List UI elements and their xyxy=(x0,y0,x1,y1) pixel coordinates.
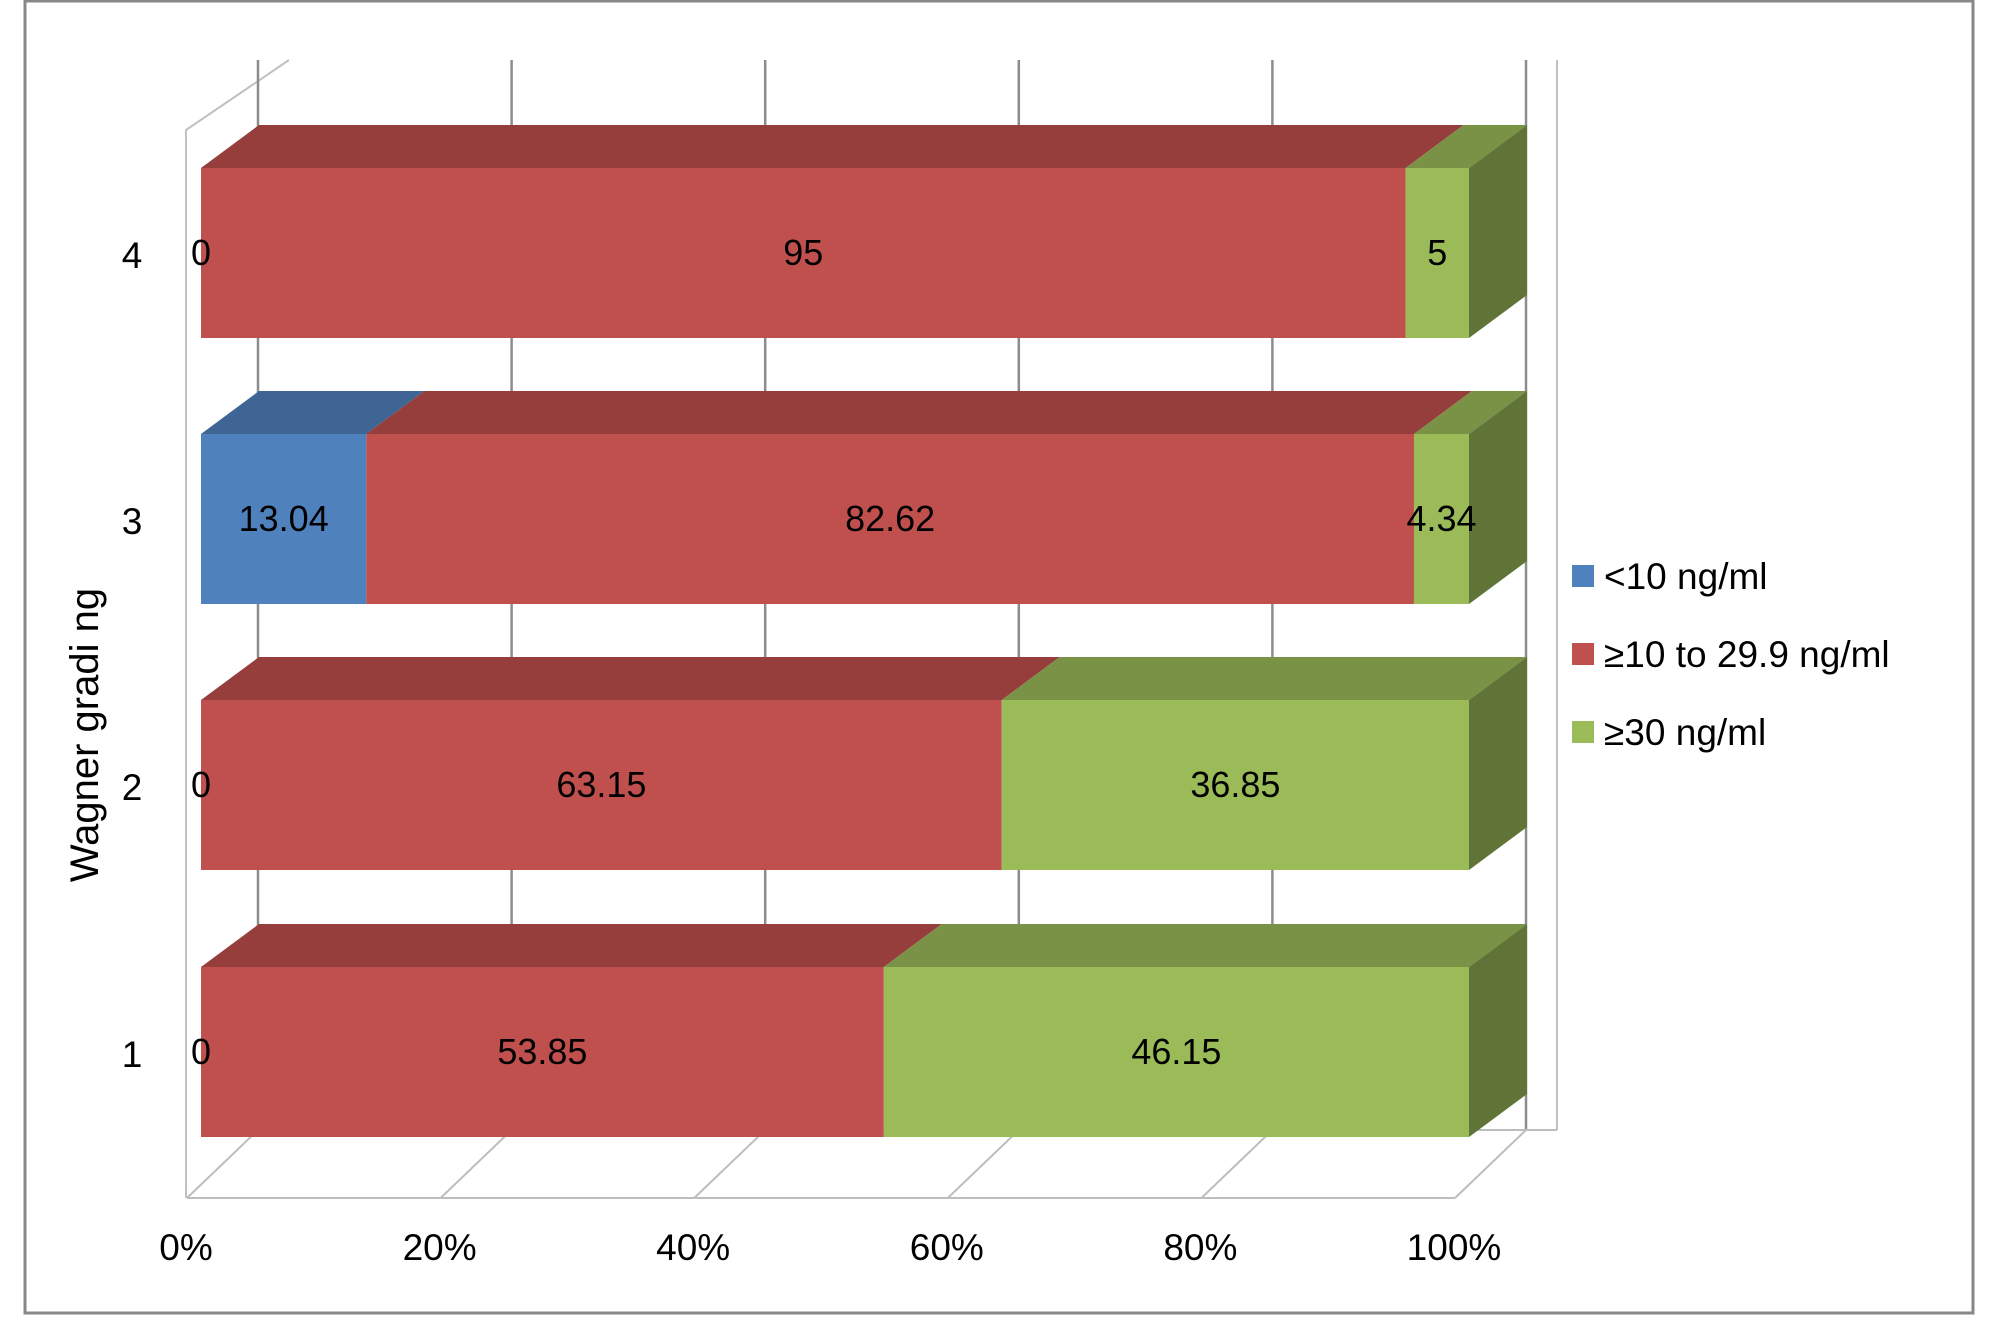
data-label: 0 xyxy=(191,232,211,273)
bar-top-face xyxy=(201,391,425,434)
bar-side-face xyxy=(1469,125,1527,338)
side-wall xyxy=(185,59,290,1198)
data-label: 13.04 xyxy=(239,498,329,539)
bar-segment xyxy=(201,967,884,1137)
y-tick-label: 2 xyxy=(122,767,143,808)
bar-segment xyxy=(1413,434,1469,604)
y-tick-label: 1 xyxy=(122,1034,143,1075)
bar-top-face xyxy=(366,391,1472,434)
data-label: 4.34 xyxy=(1406,498,1476,539)
bar-segment xyxy=(883,967,1469,1137)
floor-grid-diagonal xyxy=(693,1129,766,1199)
legend-swatch xyxy=(1572,643,1594,665)
bar-side-face xyxy=(1469,657,1527,870)
bar-segment xyxy=(201,434,367,604)
floor-grid-diagonal xyxy=(1454,1129,1527,1199)
data-label: 63.15 xyxy=(556,764,646,805)
legend-label: <10 ng/ml xyxy=(1604,556,1768,597)
bar-segment xyxy=(366,434,1414,604)
data-labels: 0 53.85 46.15 0 63.15 36.85 13.04 82.62 4.34 0 95 5 xyxy=(191,232,1477,1072)
data-label: 5 xyxy=(1427,232,1447,273)
data-label: 53.85 xyxy=(497,1031,587,1072)
bar-side-face xyxy=(1469,391,1527,604)
bar-top-face xyxy=(1001,657,1527,700)
bar-segment xyxy=(1405,168,1469,338)
y-tick-label: 4 xyxy=(122,235,143,276)
legend-label: ≥10 to 29.9 ng/ml xyxy=(1604,634,1890,675)
bar-segment xyxy=(201,168,1406,338)
floor-grid-diagonal xyxy=(947,1129,1020,1199)
bar-top-face xyxy=(883,924,1527,967)
floor-grid-diagonal xyxy=(439,1129,513,1199)
legend-swatch xyxy=(1572,565,1594,587)
x-tick-label: 80% xyxy=(1163,1227,1237,1268)
y-tick-label: 3 xyxy=(122,501,143,542)
bar-top-face xyxy=(201,125,1464,168)
x-tick-label: 60% xyxy=(910,1227,984,1268)
bar-top-face xyxy=(1405,125,1527,168)
x-axis-ticks: 0% 20% 40% 60% 80% 100% xyxy=(159,1227,1501,1268)
x-tick-label: 40% xyxy=(656,1227,730,1268)
x-tick-label: 100% xyxy=(1407,1227,1502,1268)
bars xyxy=(201,125,1527,1137)
plot-walls xyxy=(185,59,1558,1198)
bar-top-face xyxy=(201,924,942,967)
bar-side-face xyxy=(1469,924,1527,1137)
data-label: 46.15 xyxy=(1131,1031,1221,1072)
legend: <10 ng/ml ≥10 to 29.9 ng/ml ≥30 ng/ml xyxy=(1572,556,1890,753)
data-label: 82.62 xyxy=(845,498,935,539)
y-axis-ticks: 1 2 3 4 xyxy=(122,235,143,1075)
x-tick-label: 20% xyxy=(403,1227,477,1268)
floor-grid-diagonal xyxy=(1200,1129,1274,1199)
data-label: 0 xyxy=(191,764,211,805)
legend-label: ≥30 ng/ml xyxy=(1604,712,1766,753)
bar-segment xyxy=(201,700,1002,870)
data-label: 95 xyxy=(783,232,823,273)
data-label: 0 xyxy=(191,1031,211,1072)
legend-swatch xyxy=(1572,721,1594,743)
floor-grid-diagonal xyxy=(186,1129,259,1199)
y-axis-title: Wagner gradi ng xyxy=(63,588,107,882)
bar-segment xyxy=(1001,700,1469,870)
bar-top-face xyxy=(201,657,1060,700)
data-label: 36.85 xyxy=(1190,764,1280,805)
x-tick-label: 0% xyxy=(159,1227,212,1268)
bar-top-face xyxy=(1413,391,1527,434)
